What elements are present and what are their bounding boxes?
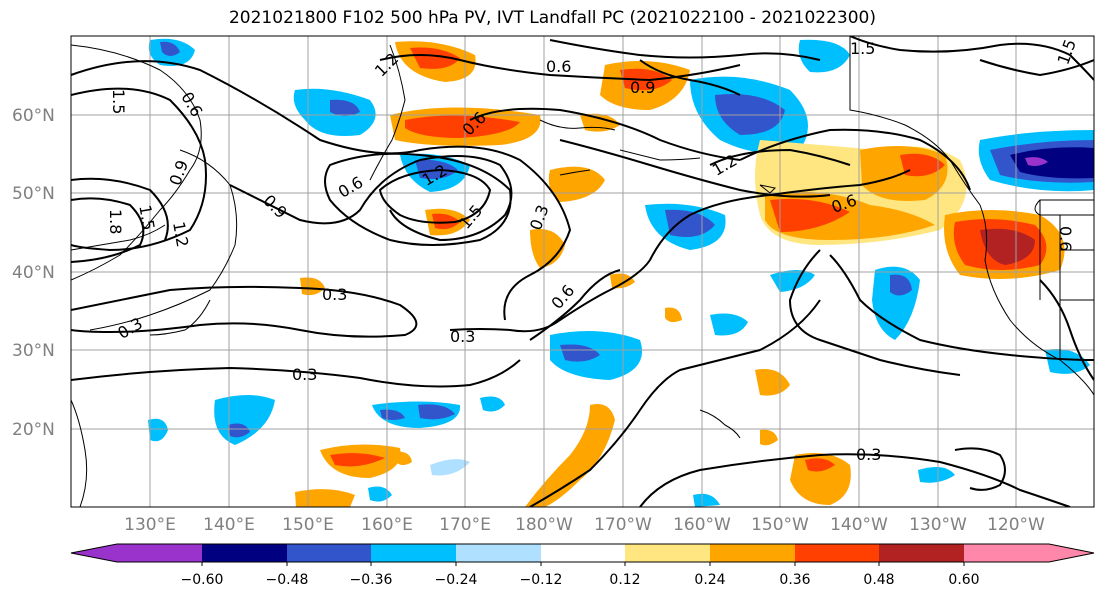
pos-area — [805, 458, 835, 472]
contour-label: 0.3 — [450, 327, 475, 346]
contour-label: 1.5 — [850, 39, 875, 58]
pos-area — [330, 453, 385, 467]
colorbar-tick-label: 0.24 — [694, 572, 725, 588]
colorbar-tick-label: −0.12 — [520, 572, 563, 588]
lon-label: 180°W — [515, 515, 573, 535]
lon-label: 160°E — [361, 515, 413, 535]
neg-area — [710, 313, 748, 336]
contour-label: 0.9 — [630, 78, 655, 97]
colorbar-tick-label: −0.48 — [266, 572, 309, 588]
colorbar-segment — [879, 544, 964, 562]
colorbar-tick-label: −0.24 — [435, 572, 478, 588]
colorbar-segment — [964, 544, 1049, 562]
colorbar-outline — [70, 543, 1095, 563]
pos-area — [530, 229, 565, 268]
contour-label: 0.3 — [322, 285, 347, 304]
lon-label: 150°E — [282, 515, 334, 535]
colorbar-tick-label: 0.48 — [863, 572, 894, 588]
pos-area — [770, 198, 850, 232]
pv-contours — [71, 36, 1094, 507]
colorbar-segment — [541, 544, 625, 562]
neg-area — [480, 396, 505, 412]
lon-label: 140°W — [830, 515, 888, 535]
pos-area — [665, 307, 682, 323]
neg-area — [430, 459, 470, 476]
pos-area — [900, 153, 945, 177]
coastlines — [71, 36, 1094, 507]
neg-area — [228, 423, 250, 438]
colorbar-segment — [625, 544, 710, 562]
lat-label: 30°N — [12, 341, 55, 361]
contour-label: 1.5 — [135, 203, 158, 231]
pos-area — [405, 115, 520, 138]
neg-area — [380, 409, 405, 420]
colorbar-segment — [371, 544, 456, 562]
graticule — [71, 36, 1094, 507]
neg-area — [1025, 157, 1048, 166]
pos-area — [760, 429, 778, 446]
lon-label: 120°W — [987, 515, 1045, 535]
plot-frame — [70, 35, 1095, 508]
pos-area — [980, 228, 1035, 265]
contour-label: 1.5 — [109, 89, 128, 114]
colorbar-segment — [202, 544, 287, 562]
lon-label: 130°W — [909, 515, 967, 535]
colorbar-min-extend — [71, 544, 117, 562]
contour-label: 0.6 — [1056, 226, 1075, 251]
colorbar: −0.60 −0.48 −0.36 −0.24 −0.12 0.12 0.24 … — [70, 543, 1095, 588]
lon-label: 170°E — [439, 515, 491, 535]
colorbar-tick-label: −0.36 — [350, 572, 393, 588]
pos-area — [525, 404, 615, 507]
neg-area — [148, 418, 168, 442]
neg-area — [1010, 147, 1094, 179]
longitude-labels: 130°E 140°E 150°E 160°E 170°E 180°W 170°… — [124, 515, 1045, 535]
colorbar-tick-label: 0.60 — [948, 572, 979, 588]
lon-label: 150°W — [751, 515, 809, 535]
neg-area — [330, 99, 360, 116]
neg-area — [770, 270, 815, 292]
pos-area — [395, 451, 412, 465]
lon-label: 140°E — [203, 515, 255, 535]
colorbar-tick-label: 0.36 — [779, 572, 810, 588]
neg-area — [693, 493, 720, 507]
neg-area — [1045, 349, 1090, 374]
contour-label: 1.2 — [169, 220, 192, 248]
pos-area — [295, 489, 355, 507]
lon-label: 170°W — [594, 515, 652, 535]
lon-label: 130°E — [124, 515, 176, 535]
contour-label: 0.3 — [292, 365, 317, 384]
latitude-labels: 60°N 50°N 40°N 30°N 20°N — [12, 106, 55, 440]
colorbar-ticks — [201, 562, 965, 566]
lat-label: 40°N — [12, 263, 55, 283]
map-title: 2021021800 F102 500 hPa PV, IVT Landfall… — [228, 8, 876, 28]
neg-area — [368, 486, 392, 502]
colorbar-tick-label: 0.12 — [609, 572, 640, 588]
pos-area — [790, 452, 851, 505]
lat-label: 50°N — [12, 184, 55, 204]
colorbar-tick-label: −0.60 — [181, 572, 224, 588]
contour-label: 1.8 — [106, 209, 125, 234]
pos-area — [410, 47, 460, 69]
pos-area — [755, 369, 790, 396]
neg-area — [160, 41, 180, 56]
neg-area — [560, 344, 600, 362]
colorbar-segment — [117, 544, 202, 562]
colorbar-segment — [287, 544, 371, 562]
colorbar-segment — [710, 544, 795, 562]
lat-label: 60°N — [12, 106, 55, 126]
neg-area — [918, 466, 955, 483]
lat-label: 20°N — [12, 420, 55, 440]
contour-label: 0.6 — [546, 57, 571, 76]
neg-area — [418, 404, 455, 420]
lon-label: 160°W — [673, 515, 731, 535]
pos-area — [300, 277, 325, 296]
colorbar-max-extend — [1049, 544, 1094, 562]
neg-area — [890, 274, 912, 296]
pos-area — [432, 213, 460, 230]
colorbar-segment — [456, 544, 541, 562]
neg-area — [798, 39, 850, 73]
colorbar-segment — [795, 544, 879, 562]
contour-label: 0.3 — [856, 445, 881, 464]
